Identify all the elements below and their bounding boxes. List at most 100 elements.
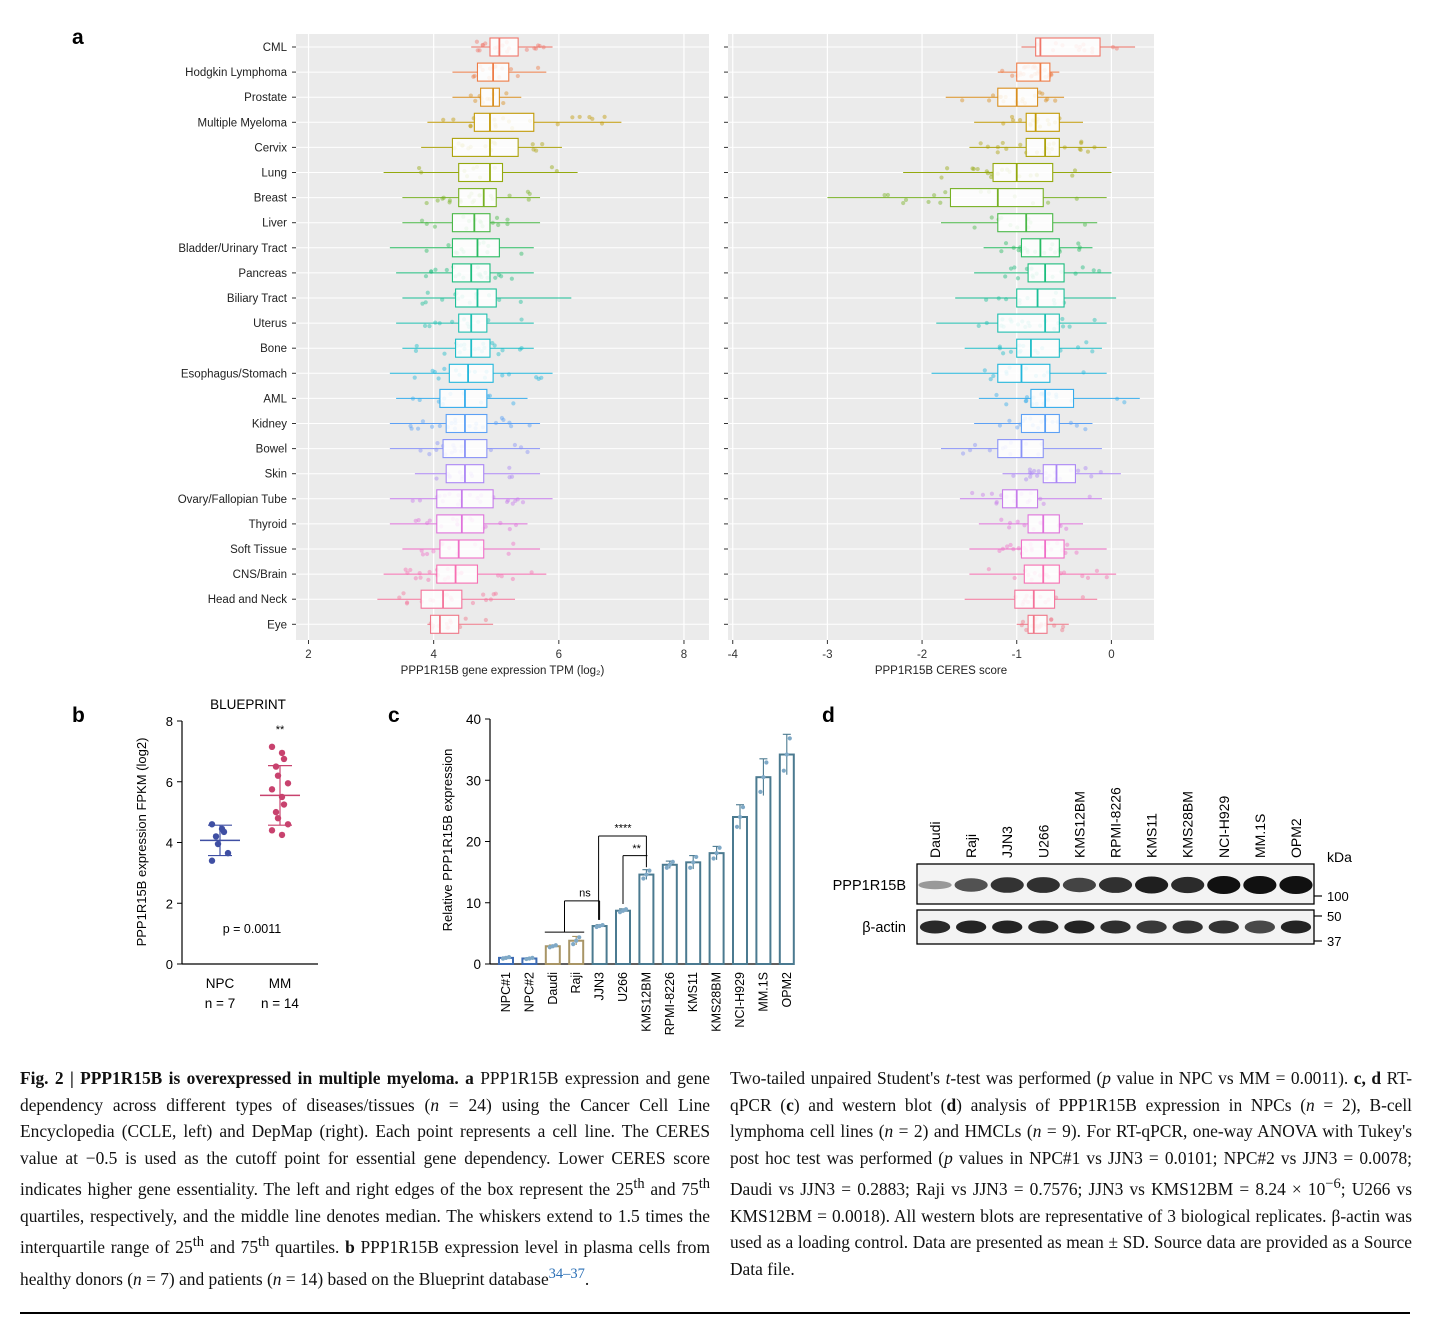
protein-band <box>918 880 952 890</box>
data-point <box>409 426 414 431</box>
box <box>1035 37 1101 57</box>
data-point <box>1060 628 1065 633</box>
data-point <box>1079 140 1084 146</box>
y-tick-label: 4 <box>166 836 173 851</box>
data-point <box>1043 98 1049 103</box>
data-point <box>424 551 430 557</box>
data-point <box>555 122 560 127</box>
data-point <box>418 575 423 580</box>
data-point <box>1015 519 1020 524</box>
protein-band <box>1062 877 1097 893</box>
data-point <box>284 821 292 828</box>
category-label: Raji <box>569 972 583 994</box>
protein-band <box>954 878 988 892</box>
data-point <box>1004 402 1009 407</box>
replicate-point <box>758 789 763 794</box>
data-point <box>1008 266 1014 271</box>
box <box>997 439 1044 459</box>
data-point <box>415 426 421 431</box>
box <box>439 388 488 408</box>
data-point <box>508 67 514 72</box>
data-point <box>500 348 505 353</box>
x-tick-label: -2 <box>917 649 927 661</box>
data-point <box>938 200 943 205</box>
box <box>458 313 488 333</box>
data-point <box>435 198 440 203</box>
data-point <box>284 780 292 787</box>
category-label: Multiple Myeloma <box>198 117 288 129</box>
data-point <box>1017 117 1023 123</box>
data-point <box>401 591 406 596</box>
data-point <box>1005 544 1010 549</box>
category-label: Esophagus/Stomach <box>181 368 287 380</box>
data-point <box>423 300 428 305</box>
bar <box>778 753 795 966</box>
data-point <box>510 576 515 582</box>
data-point <box>970 490 975 496</box>
box <box>1042 464 1076 484</box>
data-point <box>442 351 447 356</box>
data-point <box>280 755 288 763</box>
data-point <box>427 569 432 575</box>
panel-label-b: b <box>72 704 85 727</box>
data-point <box>1000 140 1005 146</box>
data-point <box>434 476 439 481</box>
data-point <box>274 772 282 779</box>
category-label: Prostate <box>244 92 287 104</box>
data-point <box>885 192 891 198</box>
data-point <box>932 193 937 198</box>
data-point <box>1089 474 1094 479</box>
replicate-point <box>574 938 579 943</box>
data-point <box>481 592 486 597</box>
bar <box>591 925 608 966</box>
data-point <box>408 567 413 573</box>
data-point <box>511 541 516 546</box>
protein-band <box>1243 876 1277 894</box>
data-point <box>420 419 426 424</box>
y-tick-label: 10 <box>466 896 481 911</box>
lane-label: OPM2 <box>1288 818 1304 858</box>
data-point <box>1074 423 1079 428</box>
replicate-point <box>714 851 719 856</box>
data-point <box>1098 469 1103 475</box>
data-point <box>976 323 981 328</box>
data-point <box>278 749 286 757</box>
data-point <box>417 498 423 503</box>
panel-b-blueprint-scatter: BLUEPRINT 0 2 4 6 8 PPP1R15B expression FPKM (… <box>134 697 318 1011</box>
box <box>1016 288 1065 308</box>
data-point <box>447 198 452 203</box>
bar <box>544 945 561 965</box>
replicate-point <box>670 859 675 864</box>
data-point <box>511 401 516 406</box>
significance-label: **** <box>614 823 632 835</box>
data-point <box>939 175 944 180</box>
box <box>1027 614 1048 634</box>
data-point <box>1040 91 1045 96</box>
data-point <box>220 828 228 836</box>
bar <box>615 909 631 966</box>
data-point <box>410 498 415 503</box>
category-label: Eye <box>267 619 287 631</box>
data-point <box>1045 200 1051 205</box>
box <box>455 338 491 358</box>
category-label: MM <box>269 976 292 991</box>
data-point <box>504 91 509 96</box>
data-point <box>432 224 438 229</box>
data-point <box>437 423 442 429</box>
data-point <box>1083 466 1088 471</box>
y-tick-label: 40 <box>466 712 481 727</box>
data-point <box>534 148 539 153</box>
data-point <box>1077 247 1082 252</box>
data-point <box>926 199 931 205</box>
data-point <box>970 166 975 171</box>
protein-band <box>1064 920 1095 934</box>
data-point <box>539 375 544 380</box>
data-point <box>422 323 428 328</box>
data-point <box>1077 146 1082 152</box>
panel-c-rtqpcr-bar-chart: 0 10 20 30 40 Relative PPP1R15B expression NPC… <box>440 712 795 1035</box>
data-point <box>1092 317 1097 323</box>
x-tick-label: 8 <box>681 649 687 661</box>
replicate-point <box>688 865 693 870</box>
data-point <box>496 272 501 277</box>
category-label: Breast <box>254 193 288 205</box>
